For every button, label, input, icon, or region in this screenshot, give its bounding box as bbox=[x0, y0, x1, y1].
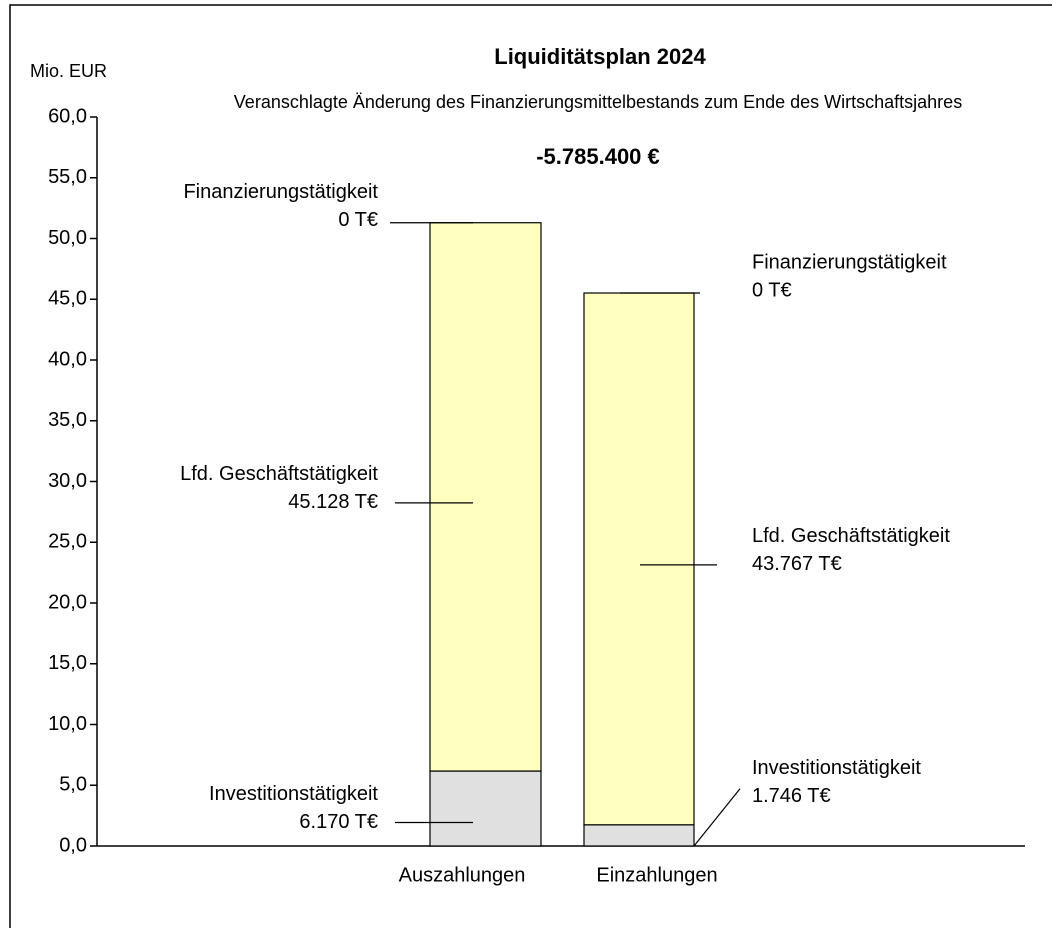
value-label: 45.128 T€ bbox=[288, 491, 378, 513]
y-tick-label: 40,0 bbox=[48, 348, 87, 370]
y-tick-label: 50,0 bbox=[48, 227, 87, 249]
series-label: Finanzierungstätigkeit bbox=[752, 251, 947, 273]
y-tick-label: 10,0 bbox=[48, 713, 87, 735]
series-label: Investitionstätigkeit bbox=[209, 783, 378, 805]
chart-subtitle: Veranschlagte Änderung des Finanzierungs… bbox=[233, 92, 963, 112]
y-tick-label: 35,0 bbox=[48, 409, 87, 431]
annotation: -5.785.400 € bbox=[536, 144, 660, 169]
value-label: 0 T€ bbox=[752, 279, 792, 301]
y-tick-label: 25,0 bbox=[48, 531, 87, 553]
value-label: 6.170 T€ bbox=[299, 811, 378, 833]
y-tick-label: 0,0 bbox=[59, 834, 87, 856]
value-label: 1.746 T€ bbox=[752, 785, 831, 807]
series-label: Finanzierungstätigkeit bbox=[183, 181, 378, 203]
value-label: 43.767 T€ bbox=[752, 553, 842, 575]
y-tick-label: 20,0 bbox=[48, 591, 87, 613]
bar-segment bbox=[583, 292, 695, 826]
y-tick-label: 55,0 bbox=[48, 166, 87, 188]
y-tick-label: 30,0 bbox=[48, 470, 87, 492]
value-label: 0 T€ bbox=[338, 209, 378, 231]
series-label: Investitionstätigkeit bbox=[752, 757, 921, 779]
bar-segment bbox=[429, 770, 542, 847]
series-label: Lfd. Geschäftstätigkeit bbox=[180, 463, 378, 485]
frame bbox=[9, 4, 1052, 928]
chart-title: Liquiditätsplan 2024 bbox=[494, 44, 706, 69]
bar-segment bbox=[429, 222, 542, 772]
x-tick-label: Einzahlungen bbox=[596, 864, 717, 886]
y-tick-label: 60,0 bbox=[48, 105, 87, 127]
leader-line bbox=[693, 788, 741, 847]
y-tick-label: 45,0 bbox=[48, 288, 87, 310]
x-tick-label: Auszahlungen bbox=[399, 864, 526, 886]
y-tick-label: 5,0 bbox=[59, 774, 87, 796]
series-label: Lfd. Geschäftstätigkeit bbox=[752, 525, 950, 547]
bar-segment bbox=[583, 824, 695, 847]
y-tick-label: 15,0 bbox=[48, 652, 87, 674]
y-axis-label: Mio. EUR bbox=[30, 61, 107, 81]
